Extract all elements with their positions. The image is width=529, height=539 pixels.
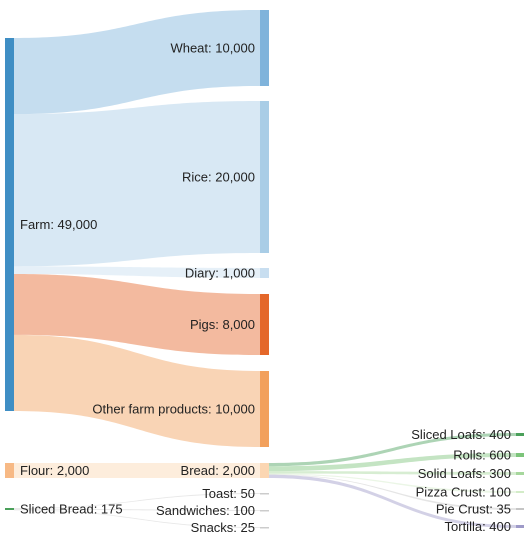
node-farm	[5, 38, 14, 411]
node-label-sliced-bread: Sliced Bread: 175	[20, 502, 123, 517]
node-pie-crust	[516, 508, 524, 510]
node-tortilla	[516, 525, 524, 528]
node-label-toast: Toast: 50	[202, 486, 255, 501]
node-label-flour: Flour: 2,000	[20, 463, 89, 478]
link-bread-to-tortilla	[269, 474, 516, 528]
node-other	[260, 371, 269, 447]
node-rolls	[516, 453, 524, 457]
node-diary	[260, 268, 269, 278]
link-sliced-bread-to-toast	[14, 493, 260, 509]
node-label-sliced-loafs: Sliced Loafs: 400	[411, 427, 511, 442]
node-snacks	[260, 527, 269, 529]
node-sliced-bread	[5, 508, 14, 510]
node-label-solid-loafs: Solid Loafs: 300	[418, 466, 511, 481]
link-sliced-bread-to-snacks	[14, 509, 260, 528]
node-label-other: Other farm products: 10,000	[92, 402, 255, 417]
node-wheat	[260, 10, 269, 86]
sankey-labels: Farm: 49,000 Wheat: 10,000 Rice: 20,000 Dia…	[20, 41, 511, 536]
node-label-farm: Farm: 49,000	[20, 217, 97, 232]
link-farm-to-rice	[14, 101, 260, 267]
sankey-nodes	[5, 10, 524, 529]
node-label-sandwiches: Sandwiches: 100	[156, 503, 255, 518]
node-solid-loafs	[516, 472, 524, 475]
link-sliced-bread-to-sandwiches	[14, 508, 260, 511]
node-rice	[260, 101, 269, 253]
link-farm-to-wheat	[14, 10, 260, 115]
node-label-pie-crust: Pie Crust: 35	[436, 502, 511, 517]
link-bread-to-pie-crust	[269, 474, 516, 510]
link-farm-to-other	[14, 334, 260, 447]
node-label-tortilla: Tortilla: 400	[445, 519, 511, 534]
node-label-rolls: Rolls: 600	[453, 448, 511, 463]
link-flour-to-bread	[14, 463, 260, 478]
node-toast	[260, 493, 269, 495]
node-label-snacks: Snacks: 25	[191, 520, 255, 535]
node-pigs	[260, 294, 269, 355]
node-label-bread: Bread: 2,000	[181, 463, 255, 478]
node-label-pigs: Pigs: 8,000	[190, 317, 255, 332]
node-sliced-loafs	[516, 433, 524, 436]
node-bread	[260, 463, 269, 478]
node-label-wheat: Wheat: 10,000	[170, 41, 255, 56]
node-sandwiches	[260, 510, 269, 512]
node-label-diary: Diary: 1,000	[185, 266, 255, 281]
link-farm-to-pigs	[14, 273, 260, 355]
link-bread-to-sliced-loafs	[269, 433, 516, 467]
link-farm-to-diary	[14, 266, 260, 278]
node-flour	[5, 463, 14, 478]
link-bread-to-pizza-crust	[269, 473, 516, 493]
sankey-links	[14, 10, 516, 528]
node-label-rice: Rice: 20,000	[182, 170, 255, 185]
link-bread-to-solid-loafs	[269, 471, 516, 475]
node-label-pizza-crust: Pizza Crust: 100	[416, 485, 511, 500]
link-bread-to-rolls	[269, 453, 516, 472]
node-pizza-crust	[516, 491, 524, 493]
